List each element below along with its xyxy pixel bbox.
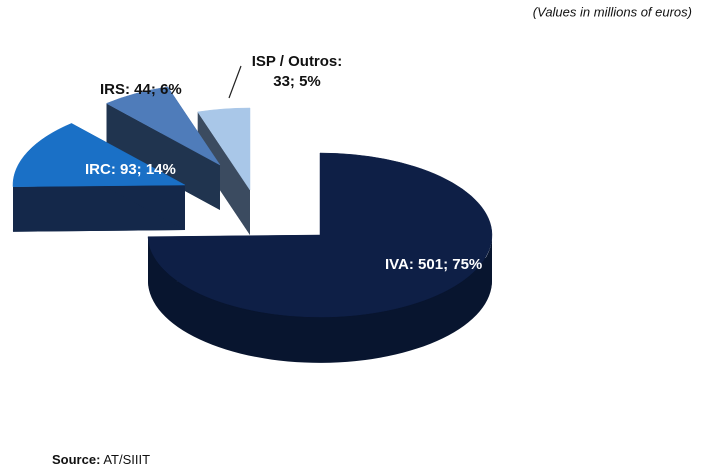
data-label: IVA: 501; 75% (385, 256, 482, 273)
data-label: IRC: 93; 14% (85, 161, 176, 178)
slice-top (147, 152, 493, 318)
data-label-line: IRS: 44; 6% (100, 81, 182, 98)
data-label-line: ISP / Outros: (252, 53, 343, 70)
data-label-line: IRC: 93; 14% (85, 161, 176, 178)
source: Source: AT/SIIIT (52, 452, 150, 467)
data-label-line: 33; 5% (273, 73, 321, 90)
slice-cut-face (106, 103, 220, 210)
chart-subtitle: (Values in millions of euros) (533, 4, 692, 19)
pie-slice (105, 86, 221, 210)
data-label: IRS: 44; 6% (100, 81, 182, 98)
leader-line (228, 65, 242, 99)
pie-slice (12, 123, 186, 232)
slice-top (12, 123, 186, 187)
pie-slice (147, 152, 493, 363)
source-text: AT/SIIIT (103, 452, 150, 467)
slice-rim (148, 235, 493, 363)
slice-cut-face (197, 111, 250, 235)
data-label: ISP / Outros: 33; 5% (252, 53, 343, 90)
slice-top (105, 86, 221, 166)
slice-top (197, 107, 251, 191)
data-label-line: IVA: 501; 75% (385, 256, 482, 273)
source-label: Source: (52, 452, 100, 467)
